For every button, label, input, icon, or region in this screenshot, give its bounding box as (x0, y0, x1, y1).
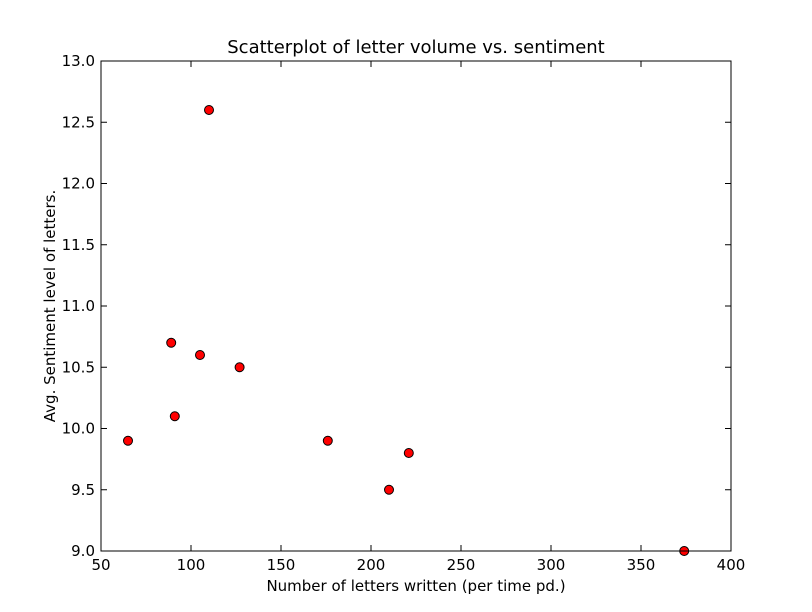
data-point (166, 337, 177, 348)
data-points (123, 105, 690, 556)
x-tick-label: 50 (91, 556, 110, 574)
y-tick-label: 10.5 (62, 358, 95, 376)
plot-frame (100, 60, 732, 552)
x-axis-ticks: 50 100 150 200 250 300 350 400 (91, 61, 745, 574)
x-tick-label: 200 (357, 556, 386, 574)
x-axis-label: Number of letters written (per time pd.) (266, 577, 565, 595)
x-tick-label: 350 (627, 556, 656, 574)
y-tick-label: 12.0 (62, 175, 95, 193)
data-point (169, 411, 180, 422)
data-point (123, 435, 133, 446)
y-tick-label: 10.0 (62, 420, 95, 438)
data-point (403, 448, 414, 458)
y-tick-label: 11.5 (62, 236, 95, 254)
x-tick-label: 150 (267, 556, 296, 574)
y-tick-label: 11.0 (62, 297, 95, 315)
y-axis-label: Avg. Sentiment level of letters. (41, 190, 59, 422)
y-tick-label: 13.0 (62, 52, 95, 70)
x-tick-label: 300 (537, 556, 566, 574)
data-point (384, 484, 394, 495)
x-tick-label: 100 (177, 556, 206, 574)
y-axis-ticks: 9.0 9.5 10.0 10.5 11.0 11.5 12.0 12.5 13.0 (62, 52, 731, 560)
x-tick-label: 400 (717, 556, 746, 574)
data-point (195, 350, 205, 360)
x-tick-label: 250 (447, 556, 476, 574)
data-point (234, 362, 245, 373)
data-point (204, 105, 214, 115)
y-tick-label: 12.5 (62, 113, 95, 131)
chart-title: Scatterplot of letter volume vs. sentime… (227, 37, 605, 58)
y-tick-label: 9.0 (71, 542, 95, 560)
data-point (322, 435, 333, 446)
y-tick-label: 9.5 (71, 481, 95, 499)
